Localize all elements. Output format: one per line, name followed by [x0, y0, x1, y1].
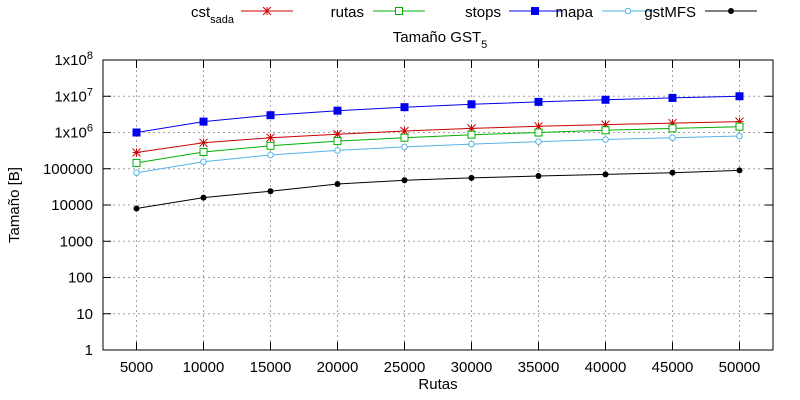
data-point [200, 148, 207, 155]
series-layer [133, 92, 744, 211]
y-tick-label: 1x107 [54, 86, 93, 105]
y-tick-label: 1000 [60, 233, 93, 250]
data-point [134, 206, 140, 212]
data-point [402, 144, 408, 150]
legend-marker [531, 7, 539, 15]
legend: cstsada rutas stops mapa gstMFS [191, 4, 757, 26]
data-point [736, 123, 743, 130]
y-tick-label: 100 [68, 270, 93, 287]
data-point [335, 181, 341, 187]
legend-item-mapa: mapa [555, 4, 654, 21]
data-point [201, 159, 207, 165]
x-tick-label: 5000 [120, 359, 153, 376]
data-point [268, 152, 274, 158]
x-tick-label: 15000 [250, 359, 292, 376]
x-tick-label: 30000 [451, 359, 493, 376]
x-axis-label: Rutas [418, 376, 457, 393]
series-line [137, 170, 740, 208]
data-point [334, 107, 342, 115]
data-point [402, 177, 408, 183]
data-point [602, 127, 609, 134]
data-point [200, 139, 208, 147]
y-tick-label: 10 [76, 306, 93, 323]
legend-label: mapa [555, 4, 593, 21]
data-point [536, 139, 542, 145]
data-point [468, 131, 475, 138]
data-point [335, 148, 341, 154]
y-tick-label: 1 [85, 342, 93, 359]
x-tick-label: 40000 [585, 359, 627, 376]
data-point [133, 129, 141, 137]
chart-title-subscript: 5 [481, 39, 487, 51]
data-point [134, 170, 140, 176]
data-point [401, 134, 408, 141]
data-point [200, 118, 208, 126]
legend-marker [396, 8, 403, 15]
series-cst [133, 118, 744, 157]
grid [103, 60, 773, 350]
data-point [268, 188, 274, 194]
data-point [737, 167, 743, 173]
data-point [267, 134, 275, 142]
legend-marker [728, 8, 734, 14]
data-point [334, 138, 341, 145]
data-point [267, 142, 274, 149]
legend-item-rutas: rutas [331, 4, 425, 21]
data-point [669, 94, 677, 102]
data-point [133, 149, 141, 157]
data-point [201, 195, 207, 201]
y-tick-label: 1x108 [54, 50, 93, 69]
data-point [603, 137, 609, 143]
data-point [535, 98, 543, 106]
data-point [669, 125, 676, 132]
series-line [137, 122, 740, 153]
data-point [736, 92, 744, 100]
data-point [737, 133, 743, 139]
legend-item-stops: stops [465, 4, 561, 21]
data-point [670, 170, 676, 176]
x-tick-label: 45000 [652, 359, 694, 376]
legend-label: rutas [331, 4, 364, 21]
x-tick-label: 20000 [317, 359, 359, 376]
x-tick-label: 50000 [719, 359, 761, 376]
legend-item-gstmfs: gstMFS [644, 4, 757, 21]
data-point [536, 173, 542, 179]
legend-label: stops [465, 4, 501, 21]
data-point [401, 103, 409, 111]
data-point [469, 175, 475, 181]
data-point [334, 130, 342, 138]
x-tick-label: 10000 [183, 359, 225, 376]
y-tick-label: 100000 [43, 161, 93, 178]
x-tick-label: 25000 [384, 359, 426, 376]
x-tick-label: 35000 [518, 359, 560, 376]
data-point [603, 171, 609, 177]
legend-label: cstsada [191, 4, 235, 26]
data-point [267, 111, 275, 119]
y-tick-label: 10000 [51, 197, 93, 214]
legend-marker [625, 8, 631, 14]
data-point [133, 159, 140, 166]
series-line [137, 96, 740, 132]
legend-label: gstMFS [644, 4, 696, 21]
legend-marker [263, 7, 271, 15]
data-point [602, 96, 610, 104]
data-point [468, 100, 476, 108]
x-axis-ticks: 5000 10000 15000 20000 25000 30000 35000 40000 4… [120, 60, 761, 376]
chart-title-text: Tamaño GST [393, 29, 481, 46]
y-tick-label: 1x106 [54, 123, 93, 142]
chart-title: Tamaño GST5 [393, 29, 488, 51]
y-axis-label: Tamaño [B] [6, 167, 23, 243]
data-point [670, 135, 676, 141]
data-point [469, 141, 475, 147]
data-point [535, 129, 542, 136]
legend-item-cst: cstsada [191, 4, 293, 26]
